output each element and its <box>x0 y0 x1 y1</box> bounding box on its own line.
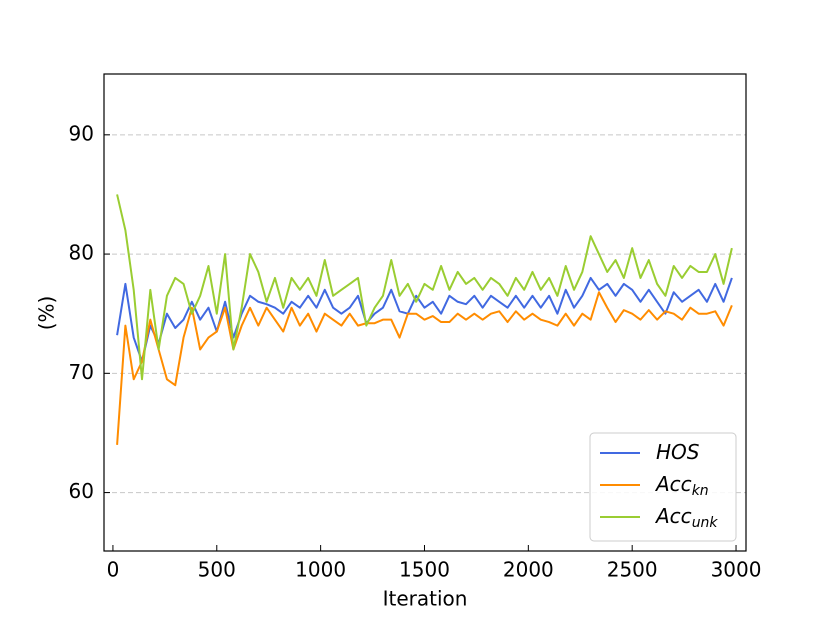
series-line <box>116 291 733 445</box>
legend-subscript: unk <box>692 515 719 531</box>
plot-frame <box>103 73 747 552</box>
legend-box <box>589 432 737 542</box>
legend-name: HOS <box>656 440 700 464</box>
legend-name: Acc <box>654 472 692 496</box>
x-tick-label: 1000 <box>295 558 346 582</box>
series-line <box>116 194 733 381</box>
x-tick-label: 0 <box>107 558 120 582</box>
y-tick-label: 80 <box>69 241 94 265</box>
x-tick-label: 500 <box>198 558 236 582</box>
y-tick-label: 60 <box>69 479 94 503</box>
legend-name: Acc <box>654 504 692 528</box>
y-axis-label: (%) <box>35 296 59 331</box>
x-tick-label: 1500 <box>399 558 450 582</box>
x-tick-label: 3000 <box>711 558 762 582</box>
x-tick-label: 2500 <box>607 558 658 582</box>
legend-subscript: kn <box>692 483 709 499</box>
x-tick-label: 2000 <box>503 558 554 582</box>
legend-label: HOS <box>656 440 700 464</box>
legend-label: Accunk <box>654 504 718 532</box>
x-axis-label: Iteration <box>383 587 468 611</box>
y-tick-label: 90 <box>69 121 94 145</box>
y-tick-label: 70 <box>69 360 94 384</box>
legend-label: Acckn <box>654 472 709 500</box>
